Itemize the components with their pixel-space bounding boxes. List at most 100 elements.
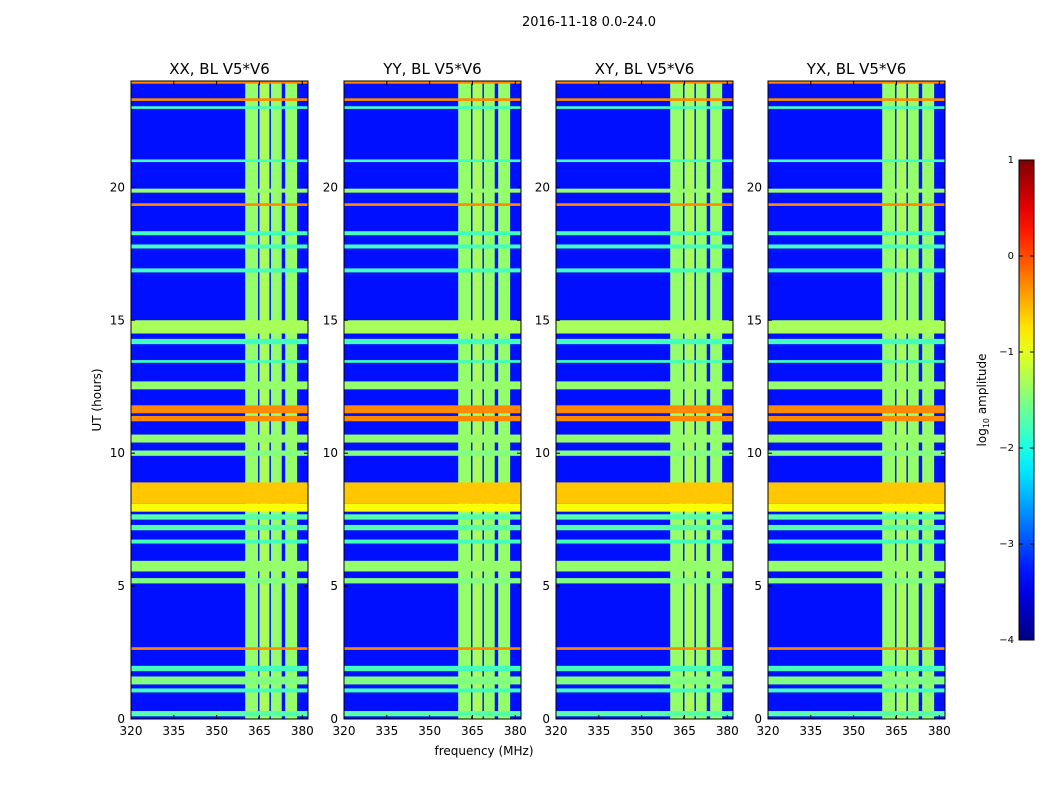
colorbar-tick-label: −4 [999, 635, 1014, 646]
rfi-time-row [768, 405, 945, 414]
rfi-time-row [768, 688, 945, 693]
rfi-time-row [556, 98, 733, 101]
rfi-time-row [344, 320, 521, 334]
rfi-time-row [768, 159, 945, 163]
colorbar-tick-label: −1 [999, 347, 1014, 358]
rfi-time-row [131, 676, 308, 685]
rfi-time-row [556, 81, 733, 84]
rfi-time-row [556, 188, 733, 193]
rfi-time-row [556, 434, 733, 443]
y-tick-label: 20 [535, 180, 550, 194]
x-tick-label: 320 [120, 724, 143, 738]
rfi-time-row [131, 711, 308, 717]
rfi-time-row [131, 482, 308, 504]
rfi-time-row [344, 665, 521, 672]
rfi-time-row [131, 159, 308, 163]
rfi-time-row [768, 244, 945, 249]
rfi-time-row [768, 360, 945, 363]
x-tick-label: 335 [799, 724, 822, 738]
colorbar-tick-label: −3 [999, 539, 1014, 550]
rfi-time-row [768, 106, 945, 109]
x-tick-label: 365 [885, 724, 908, 738]
colorbar-gradient [1018, 159, 1035, 641]
rfi-time-row [131, 405, 308, 414]
panel-title: XX, BL V5*V6 [169, 60, 270, 78]
rfi-time-row [556, 482, 733, 504]
rfi-time-row [556, 711, 733, 717]
rfi-time-row [768, 676, 945, 685]
colorbar-tick-label: 0 [1008, 251, 1014, 262]
x-tick-label: 365 [461, 724, 484, 738]
rfi-time-row [768, 665, 945, 672]
y-tick-label: 0 [542, 712, 550, 726]
rfi-time-row [131, 320, 308, 334]
x-tick-label: 350 [418, 724, 441, 738]
rfi-time-row [768, 231, 945, 236]
rfi-time-row [768, 98, 945, 101]
rfi-time-row [131, 450, 308, 456]
rfi-time-row [344, 203, 521, 206]
rfi-time-row [344, 244, 521, 249]
rfi-frequency-band [922, 81, 935, 719]
y-tick-label: 0 [754, 712, 762, 726]
rfi-time-row [131, 203, 308, 206]
rfi-time-row [131, 231, 308, 236]
rfi-frequency-band [896, 81, 907, 719]
rfi-time-row [131, 268, 308, 273]
panel-frame [130, 80, 309, 720]
colorbar-label: log10 amplitude [975, 354, 991, 447]
rfi-time-row [131, 524, 308, 531]
rfi-time-row [768, 450, 945, 456]
rfi-frequency-band [907, 81, 919, 719]
panel-title: YX, BL V5*V6 [806, 60, 907, 78]
rfi-time-row [344, 688, 521, 693]
rfi-frequency-band [670, 81, 684, 719]
rfi-time-row [131, 244, 308, 249]
x-tick-label: 335 [375, 724, 398, 738]
x-tick-label: 365 [248, 724, 271, 738]
rfi-frequency-band [285, 81, 298, 719]
rfi-time-row [556, 381, 733, 390]
x-tick-label: 350 [630, 724, 653, 738]
rfi-time-row [131, 106, 308, 109]
rfi-time-row [556, 514, 733, 520]
y-tick-label: 0 [117, 712, 125, 726]
rfi-time-row [131, 647, 308, 650]
y-tick-label: 5 [330, 579, 338, 593]
rfi-time-row [344, 676, 521, 685]
x-tick-label: 380 [716, 724, 739, 738]
rfi-time-row [768, 503, 945, 512]
rfi-frequency-band [695, 81, 707, 719]
rfi-time-row [556, 450, 733, 456]
x-axis-label: frequency (MHz) [434, 744, 533, 758]
figure-title: 2016-11-18 0.0-24.0 [522, 15, 656, 30]
colorbar-tick-label: 1 [1008, 155, 1014, 166]
rfi-time-row [344, 360, 521, 363]
x-tick-label: 320 [757, 724, 780, 738]
rfi-time-row [344, 188, 521, 193]
rfi-time-row [344, 539, 521, 544]
rfi-frequency-band [882, 81, 896, 719]
rfi-frequency-band [498, 81, 511, 719]
rfi-time-row [556, 578, 733, 584]
rfi-time-row [556, 676, 733, 685]
x-tick-label: 335 [162, 724, 185, 738]
rfi-time-row [768, 560, 945, 572]
rfi-time-row [344, 381, 521, 390]
heatmap-body [768, 81, 945, 719]
panel-yx: YX, BL V5*V6 320 335 350 365 380 0 5 10 15 20 [747, 60, 951, 738]
rfi-time-row [768, 188, 945, 193]
rfi-time-row [344, 503, 521, 512]
y-tick-label: 5 [754, 579, 762, 593]
rfi-time-row [344, 524, 521, 531]
rfi-time-row [556, 244, 733, 249]
rfi-time-row [131, 514, 308, 520]
rfi-time-row [131, 665, 308, 672]
y-tick-label: 5 [117, 579, 125, 593]
y-tick-label: 10 [110, 446, 125, 460]
y-tick-label: 15 [323, 313, 338, 327]
rfi-time-row [768, 320, 945, 334]
rfi-frequency-band [259, 81, 270, 719]
y-tick-label: 15 [110, 313, 125, 327]
